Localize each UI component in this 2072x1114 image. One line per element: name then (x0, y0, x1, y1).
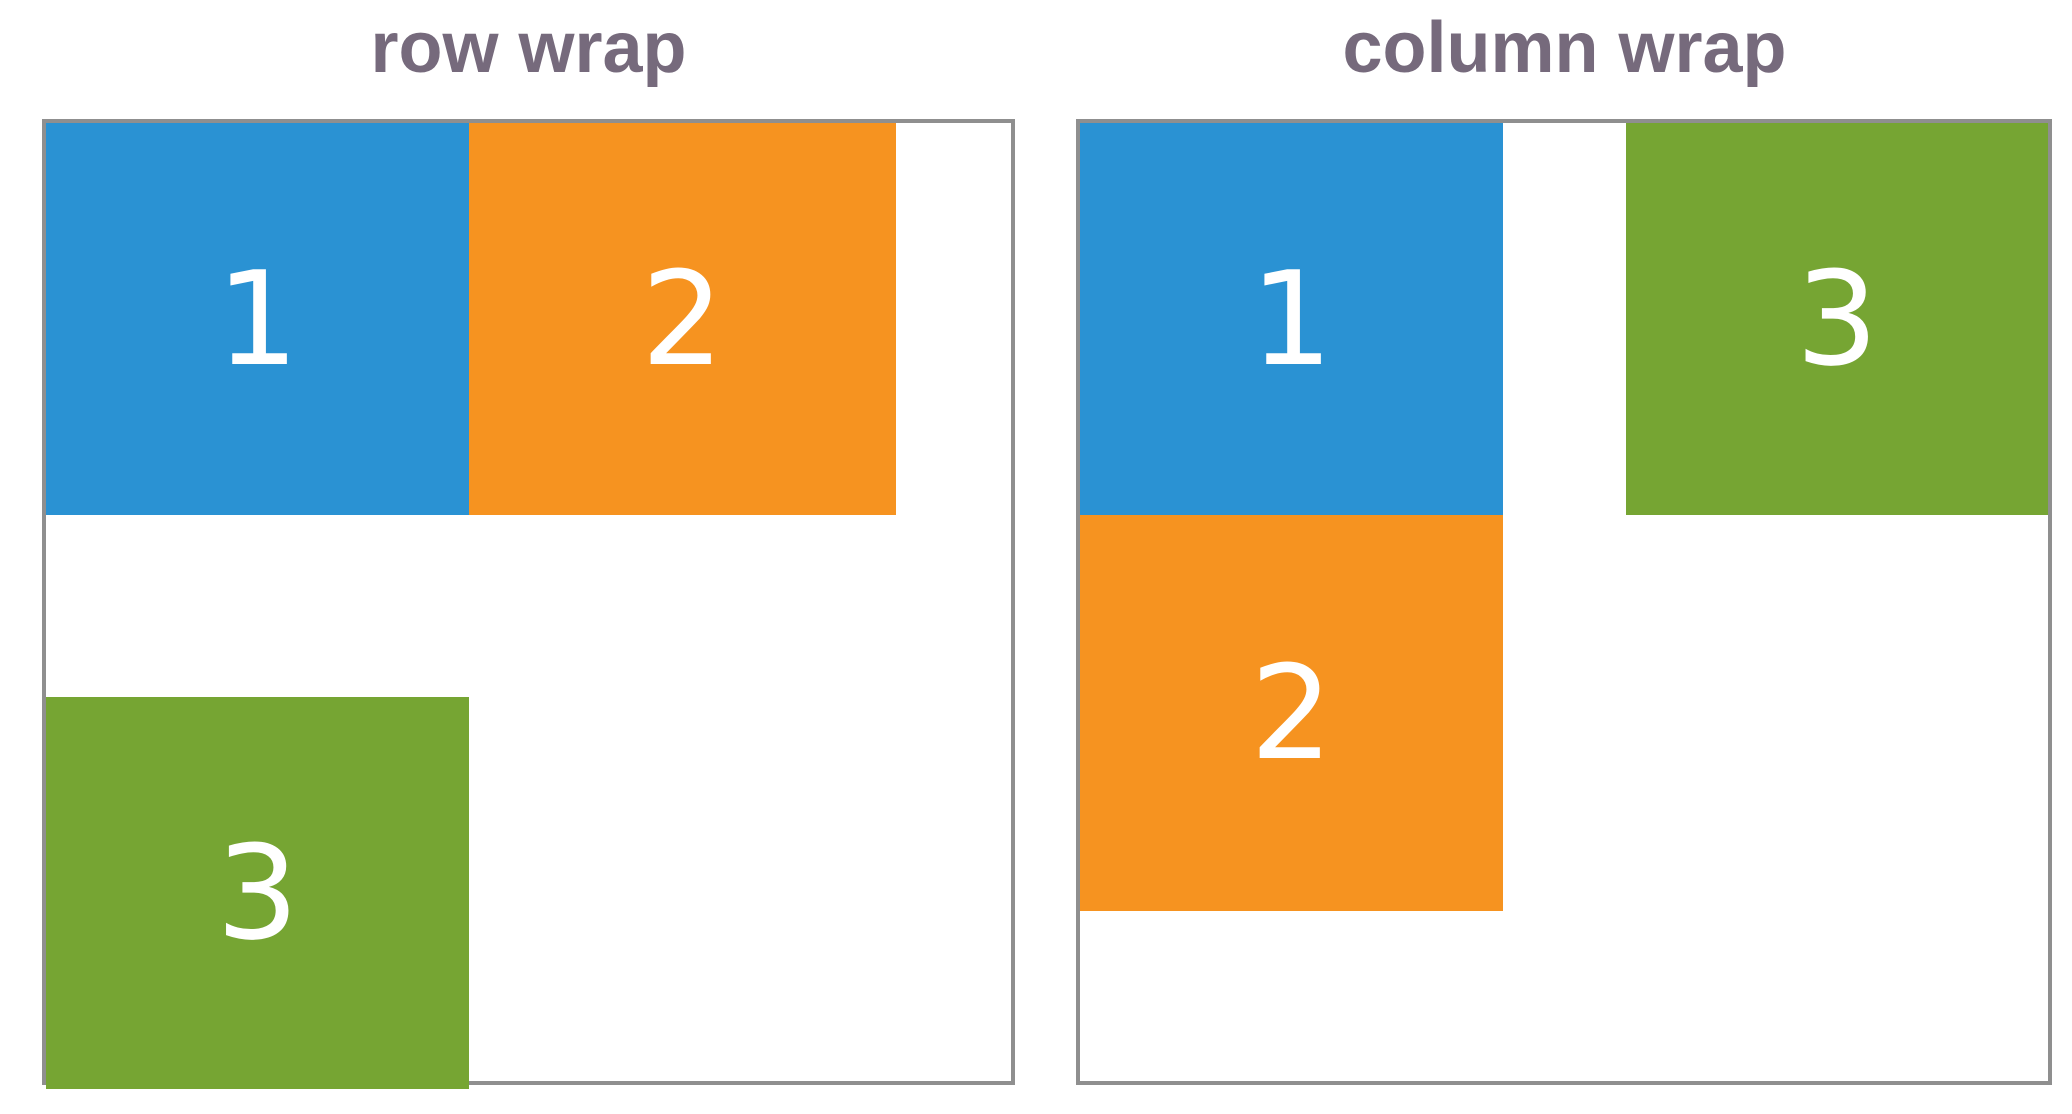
column-wrap-title: column wrap (1342, 8, 1787, 88)
row-wrap-container: 1 2 3 (42, 119, 1015, 1089)
column-wrap-box-3: 3 (1626, 123, 2048, 515)
row-wrap-title: row wrap (370, 8, 687, 88)
column-wrap-box-3-label: 3 (1795, 243, 1879, 395)
row-wrap-box-2: 2 (469, 123, 896, 515)
column-wrap-box-1-label: 1 (1250, 243, 1333, 395)
row-wrap-box-1: 1 (46, 123, 469, 515)
column-wrap-box-2-label: 2 (1250, 637, 1333, 789)
column-wrap-container: 1 2 3 (1076, 119, 2052, 1085)
row-wrap-box-2-label: 2 (641, 243, 724, 395)
row-wrap-box-1-label: 1 (216, 243, 299, 395)
column-wrap-box-2: 2 (1080, 515, 1503, 911)
column-wrap-box-1: 1 (1080, 123, 1503, 515)
row-wrap-box-3-label: 3 (216, 817, 299, 969)
row-wrap-box-3: 3 (46, 697, 469, 1089)
